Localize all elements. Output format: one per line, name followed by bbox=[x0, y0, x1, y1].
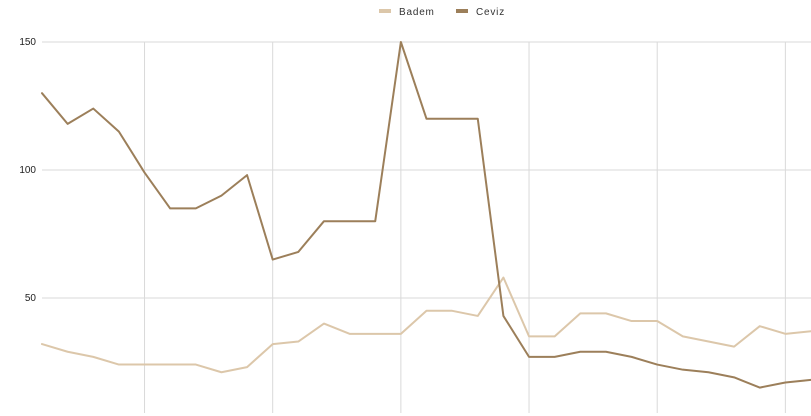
legend: Badem Ceviz bbox=[379, 7, 505, 18]
y-tick-label-50: 50 bbox=[25, 293, 37, 304]
gridlines bbox=[42, 41, 811, 413]
legend-swatch-badem bbox=[379, 9, 391, 13]
legend-label-badem: Badem bbox=[399, 7, 435, 18]
series-lines bbox=[41, 41, 811, 389]
legend-label-ceviz: Ceviz bbox=[476, 7, 505, 18]
y-tick-label-100: 100 bbox=[19, 165, 36, 176]
series-line-badem bbox=[41, 276, 811, 374]
y-axis-ticks: 50 100 150 bbox=[19, 37, 36, 304]
series-line-ceviz bbox=[41, 41, 811, 389]
legend-swatch-ceviz bbox=[456, 9, 468, 13]
y-tick-label-150: 150 bbox=[19, 37, 36, 48]
